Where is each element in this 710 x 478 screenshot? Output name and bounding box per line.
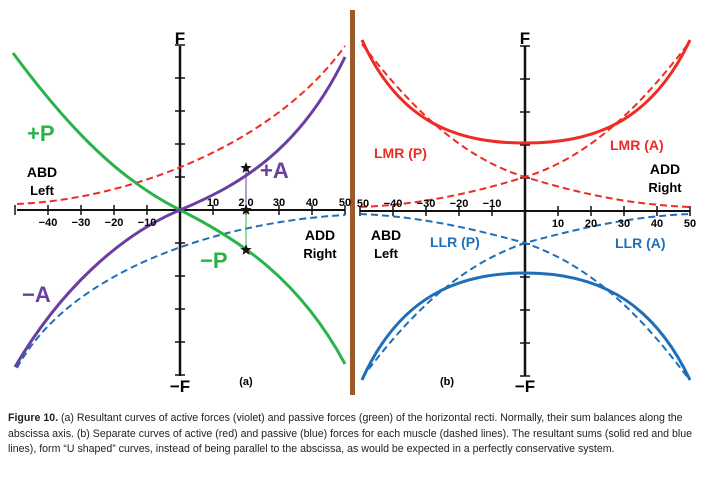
x-tick-label: −20	[450, 198, 469, 210]
x-tick-label: −30	[417, 198, 436, 210]
caption-title: Figure 10.	[8, 412, 59, 424]
lmr-p-label: LMR (P)	[374, 145, 427, 161]
y-axis-top-label: F	[520, 29, 530, 48]
x-tick-label: 20	[585, 218, 597, 230]
abd-label: ABD	[371, 227, 401, 243]
x-tick-label: −40	[384, 198, 403, 210]
x-tick-label: 30	[618, 218, 630, 230]
x-tick-label: −40	[39, 217, 58, 229]
left-label: Left	[374, 246, 399, 261]
star-marker	[240, 244, 252, 255]
x-tick-label: −20	[105, 217, 124, 229]
x-tick-label: 30	[273, 197, 285, 209]
llr-active-dashed	[361, 213, 691, 379]
x-tick-label: 40	[651, 218, 663, 230]
active-force-curve	[13, 56, 347, 368]
plus-p-label: +P	[27, 121, 55, 146]
minus-p-label: −P	[200, 248, 228, 273]
x-tick-label: 50	[357, 198, 369, 210]
caption-text: (a) Resultant curves of active forces (v…	[8, 412, 693, 455]
x-tick-label: 50	[339, 197, 351, 209]
x-tick-label: 10	[552, 218, 564, 230]
star-markers	[240, 162, 252, 255]
star-marker	[240, 162, 252, 173]
right-label: Right	[648, 180, 682, 195]
llr-a-label: LLR (A)	[615, 235, 666, 251]
x-tick-label: −30	[72, 217, 91, 229]
x-tick-label: −10	[483, 198, 502, 210]
plus-a-label: +A	[260, 158, 289, 183]
x-tick-label: 2 0	[238, 197, 253, 209]
abd-label: ABD	[27, 164, 57, 180]
x-tick-label: 50	[684, 218, 696, 230]
x-tick-label: 10	[207, 197, 219, 209]
y-axis-bottom-label: −F	[515, 377, 535, 396]
figure-caption: Figure 10. (a) Resultant curves of activ…	[8, 411, 708, 458]
lmr-active-dashed	[359, 43, 689, 208]
panel-b: 50 −40 −30 −20 −10 10 20 30 40 50 F −F (b) LMR (P…	[357, 29, 696, 396]
add-label: ADD	[305, 227, 335, 243]
llr-p-label: LLR (P)	[430, 234, 480, 250]
y-axis-top-label: F	[175, 29, 185, 48]
right-label: Right	[303, 246, 337, 261]
y-axis-bottom-label: −F	[170, 377, 190, 396]
x-tick-label: 40	[306, 197, 318, 209]
axis-ticks	[14, 44, 346, 376]
panel-label: (a)	[239, 376, 253, 388]
llr-resultant-curve	[360, 271, 692, 381]
red-dashed-curve	[16, 45, 346, 205]
panel-label: (b)	[440, 376, 454, 388]
blue-dashed-curve	[16, 214, 346, 369]
left-label: Left	[30, 183, 55, 198]
lmr-resultant-curve	[360, 39, 692, 145]
add-label: ADD	[650, 161, 680, 177]
star-marker	[240, 204, 252, 215]
panel-divider	[350, 10, 355, 395]
minus-a-label: −A	[22, 282, 51, 307]
lmr-a-label: LMR (A)	[610, 137, 664, 153]
x-tick-label: −10	[138, 217, 157, 229]
